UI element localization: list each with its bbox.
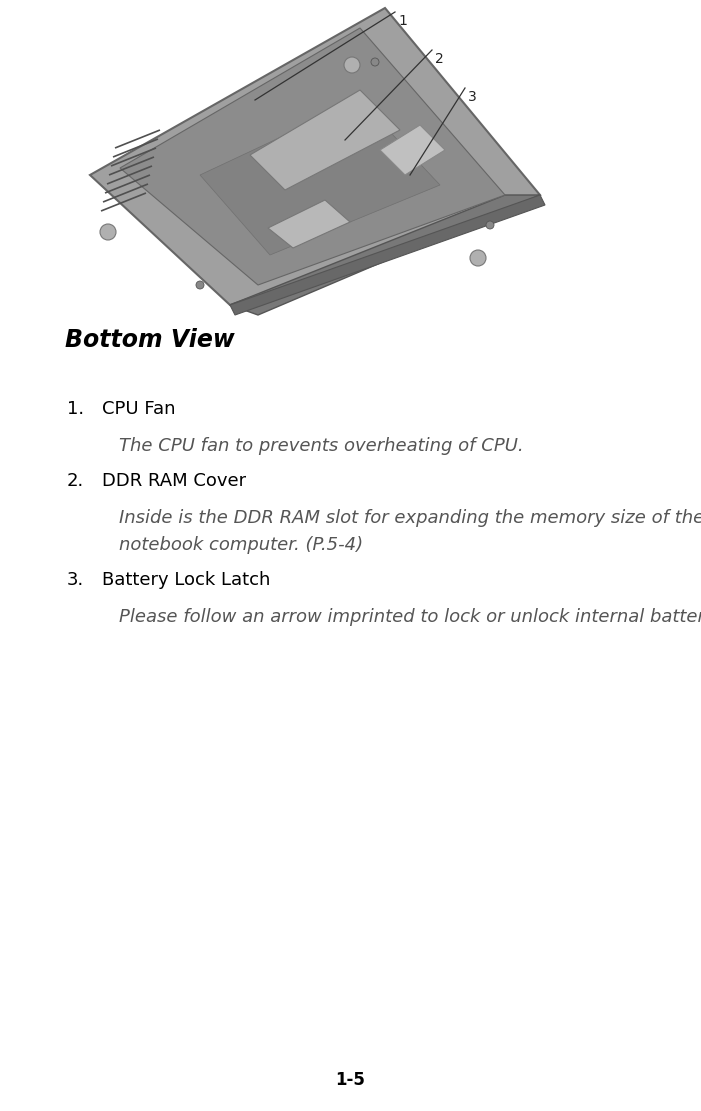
Circle shape: [470, 250, 486, 266]
Polygon shape: [250, 90, 400, 190]
Text: The CPU fan to prevents overheating of CPU.: The CPU fan to prevents overheating of C…: [119, 437, 524, 456]
Circle shape: [486, 221, 494, 229]
Text: 2.: 2.: [67, 472, 84, 490]
Polygon shape: [120, 28, 505, 286]
Text: CPU Fan: CPU Fan: [102, 400, 175, 418]
Circle shape: [100, 224, 116, 240]
Polygon shape: [230, 196, 540, 316]
Polygon shape: [90, 8, 540, 306]
Text: Inside is the DDR RAM slot for expanding the memory size of the: Inside is the DDR RAM slot for expanding…: [119, 509, 701, 527]
Text: 1: 1: [398, 14, 407, 28]
Text: Battery Lock Latch: Battery Lock Latch: [102, 571, 270, 589]
Text: DDR RAM Cover: DDR RAM Cover: [102, 472, 246, 490]
Text: 1.: 1.: [67, 400, 83, 418]
Circle shape: [196, 281, 204, 289]
Polygon shape: [230, 196, 545, 316]
Polygon shape: [380, 126, 445, 176]
Text: 3: 3: [468, 90, 477, 104]
Text: 2: 2: [435, 52, 444, 66]
Text: 1-5: 1-5: [336, 1071, 365, 1089]
Text: Bottom View: Bottom View: [65, 328, 235, 352]
Polygon shape: [268, 200, 350, 248]
Circle shape: [344, 57, 360, 73]
Text: 3.: 3.: [67, 571, 84, 589]
Text: notebook computer. (P.5-4): notebook computer. (P.5-4): [119, 536, 363, 554]
Circle shape: [371, 58, 379, 66]
Polygon shape: [200, 100, 440, 256]
Text: Please follow an arrow imprinted to lock or unlock internal battery.: Please follow an arrow imprinted to lock…: [119, 608, 701, 625]
